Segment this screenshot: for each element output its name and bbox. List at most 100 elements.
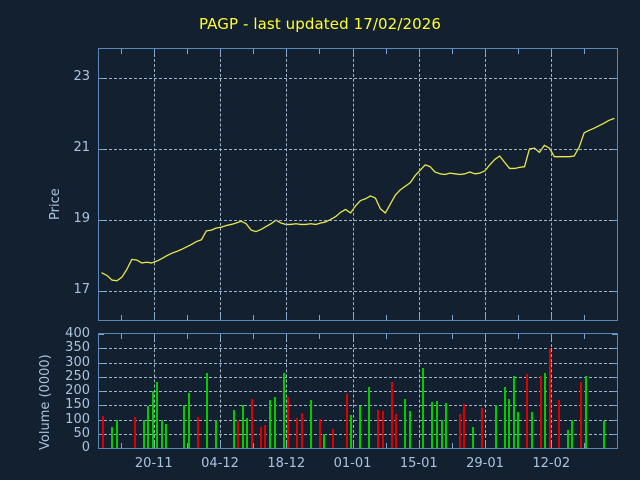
volume-bar-down (377, 409, 380, 448)
x-gridline (220, 49, 222, 320)
x-tick-label: 12-02 (532, 456, 571, 471)
price-x-tickmark (153, 315, 155, 320)
volume-tick-label: 400 (65, 326, 90, 341)
volume-axis-tickmark (612, 433, 617, 435)
volume-x-tickmark (153, 443, 155, 448)
price-x-tickmark (485, 315, 487, 320)
x-gridline (485, 334, 486, 448)
volume-x-tickmark (551, 443, 553, 448)
price-line-series (101, 117, 615, 282)
price-x-tickmark (220, 49, 222, 54)
volume-x-tickmark (153, 334, 155, 339)
x-gridline (352, 49, 354, 320)
x-tick-label: 29-01 (466, 456, 504, 471)
volume-x-tickmark (418, 334, 420, 339)
volume-bar-down (481, 407, 484, 448)
volume-bar-up (530, 411, 533, 448)
price-tick-label: 17 (73, 282, 90, 298)
volume-axis-tickmark (612, 391, 617, 392)
volume-bar-up (435, 400, 438, 448)
volume-bar-up (165, 423, 168, 448)
price-gridline (99, 291, 617, 293)
price-x-tickmark (186, 315, 188, 320)
price-x-tickmark (418, 49, 420, 54)
x-gridline (485, 49, 486, 320)
volume-tick-label: 350 (65, 340, 90, 356)
volume-bar-down (250, 398, 253, 448)
volume-bar-up (142, 419, 145, 448)
price-x-tickmark (253, 315, 255, 320)
price-axis-tickmark (612, 220, 617, 222)
volume-bar-up (187, 393, 190, 448)
volume-gridline (99, 419, 617, 421)
volume-axis-label: Volume (0000) (38, 354, 53, 450)
volume-axis-tickmark (612, 348, 617, 350)
volume-bar-down (259, 426, 262, 448)
price-x-tickmark (319, 315, 321, 320)
volume-bar-up (422, 367, 425, 448)
price-gridline (99, 220, 617, 222)
volume-bar-down (133, 417, 136, 448)
volume-x-tickmark (451, 443, 453, 448)
volume-bar-down (237, 420, 240, 448)
volume-bar-up (544, 373, 547, 448)
volume-tick-label: 150 (65, 397, 90, 413)
volume-x-tickmark (186, 334, 188, 339)
volume-bar-down (102, 416, 104, 448)
price-tick-label: 19 (73, 211, 90, 227)
volume-tick-label: 200 (65, 383, 90, 398)
volume-x-tickmark (352, 443, 354, 448)
volume-x-tickmark (451, 334, 453, 339)
volume-bar-up (273, 397, 276, 448)
volume-bar-up (309, 400, 312, 448)
volume-bar-up (584, 376, 587, 448)
price-x-tickmark (120, 49, 122, 54)
volume-bar-up (268, 399, 271, 448)
volume-bar-up (472, 427, 475, 448)
price-x-tickmark (551, 49, 553, 54)
volume-bar-up (323, 434, 326, 448)
volume-x-tickmark (186, 443, 188, 448)
x-gridline (286, 49, 288, 320)
volume-bar-up (156, 381, 159, 448)
volume-gridline (99, 376, 617, 378)
price-axis-label: Price (48, 188, 63, 220)
volume-bar-down (345, 393, 348, 448)
volume-x-tickmark (220, 334, 222, 339)
x-gridline (418, 49, 420, 320)
volume-bar-up (115, 419, 118, 448)
volume-axis-tickmark (99, 334, 104, 335)
volume-bar-down (548, 348, 551, 448)
x-tick-label: 01-01 (333, 456, 372, 471)
volume-gridline (99, 433, 617, 435)
price-axis-tickmark (99, 148, 104, 150)
price-x-tickmark (518, 49, 520, 54)
price-x-tickmark (385, 49, 387, 54)
volume-x-tickmark (385, 334, 387, 339)
volume-x-tickmark (319, 334, 321, 339)
volume-tick-label: 0 (81, 440, 90, 455)
price-x-tickmark (584, 49, 586, 54)
price-x-tickmark (319, 49, 321, 54)
volume-bar-up (404, 398, 407, 448)
volume-bar-down (580, 381, 583, 448)
volume-x-tickmark (518, 334, 520, 339)
volume-bar-up (508, 398, 511, 448)
price-x-tickmark (518, 315, 520, 320)
volume-axis-tickmark (99, 448, 104, 449)
volume-x-tickmark (485, 443, 487, 448)
volume-x-tickmark (253, 334, 255, 339)
price-x-tickmark (418, 315, 420, 320)
volume-bar-down (264, 425, 267, 448)
volume-x-tickmark (485, 334, 487, 339)
price-x-tickmark (551, 315, 553, 320)
price-x-tickmark (451, 49, 453, 54)
volume-axis-tickmark (99, 348, 104, 350)
price-x-tickmark (120, 315, 122, 320)
x-tick-label: 04-12 (201, 456, 239, 471)
price-x-tickmark (186, 49, 188, 54)
volume-x-tickmark (253, 443, 255, 448)
volume-x-tickmark (120, 443, 122, 448)
x-gridline (286, 334, 288, 448)
